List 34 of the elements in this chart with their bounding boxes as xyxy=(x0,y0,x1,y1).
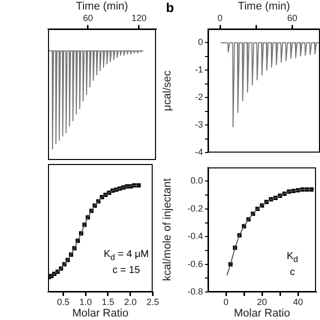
y-tick-label: 0 xyxy=(198,37,203,48)
x-axis-title: Molar Ratio xyxy=(72,307,128,320)
x-axis-title: Time (min) xyxy=(76,0,128,13)
x-tick-label: 120 xyxy=(131,13,147,24)
x-tick-label: 40 xyxy=(292,296,304,307)
x-tick-label: 1.0 xyxy=(79,296,92,307)
x-axis-title: Molar Ratio xyxy=(234,307,290,320)
x-tick-label: 60 xyxy=(82,13,93,24)
x-tick-label: 0 xyxy=(223,296,229,307)
y-tick-label: -3 xyxy=(194,120,203,130)
y-tick-label: -0.8 xyxy=(187,286,203,296)
annotation: K$_{d}$ xyxy=(286,250,298,266)
x-tick-label: 20 xyxy=(256,296,268,307)
x-tick-label: 0 xyxy=(218,13,223,24)
y-tick-label: -2 xyxy=(194,92,203,102)
y-tick-label: 0.0 xyxy=(190,176,203,186)
x-tick-label: 0.5 xyxy=(56,296,70,307)
annotation: c xyxy=(288,266,296,279)
y-tick-label: -0.2 xyxy=(187,203,203,214)
chart-title: b xyxy=(166,0,174,15)
x-tick-label: 2.0 xyxy=(124,296,137,307)
y-tick-label: -0.6 xyxy=(187,258,203,269)
annotation: K$_{d}$ = 4 μM xyxy=(104,248,149,264)
y-axis-title: kcal/mole of injectant xyxy=(162,178,174,282)
y-tick-label: -1 xyxy=(194,64,203,75)
x-tick-label: 2.5 xyxy=(146,296,159,307)
y-axis-title: μcal/sec xyxy=(162,70,174,112)
annotation: c = 15 xyxy=(112,264,142,278)
x-tick-label: 60 xyxy=(287,13,298,24)
x-tick-label: 1.5 xyxy=(102,296,114,307)
x-axis-title: Time (min) xyxy=(238,0,290,13)
point xyxy=(136,183,141,188)
y-tick-label: -0.4 xyxy=(187,231,203,242)
y-tick-label: -4 xyxy=(194,147,203,158)
